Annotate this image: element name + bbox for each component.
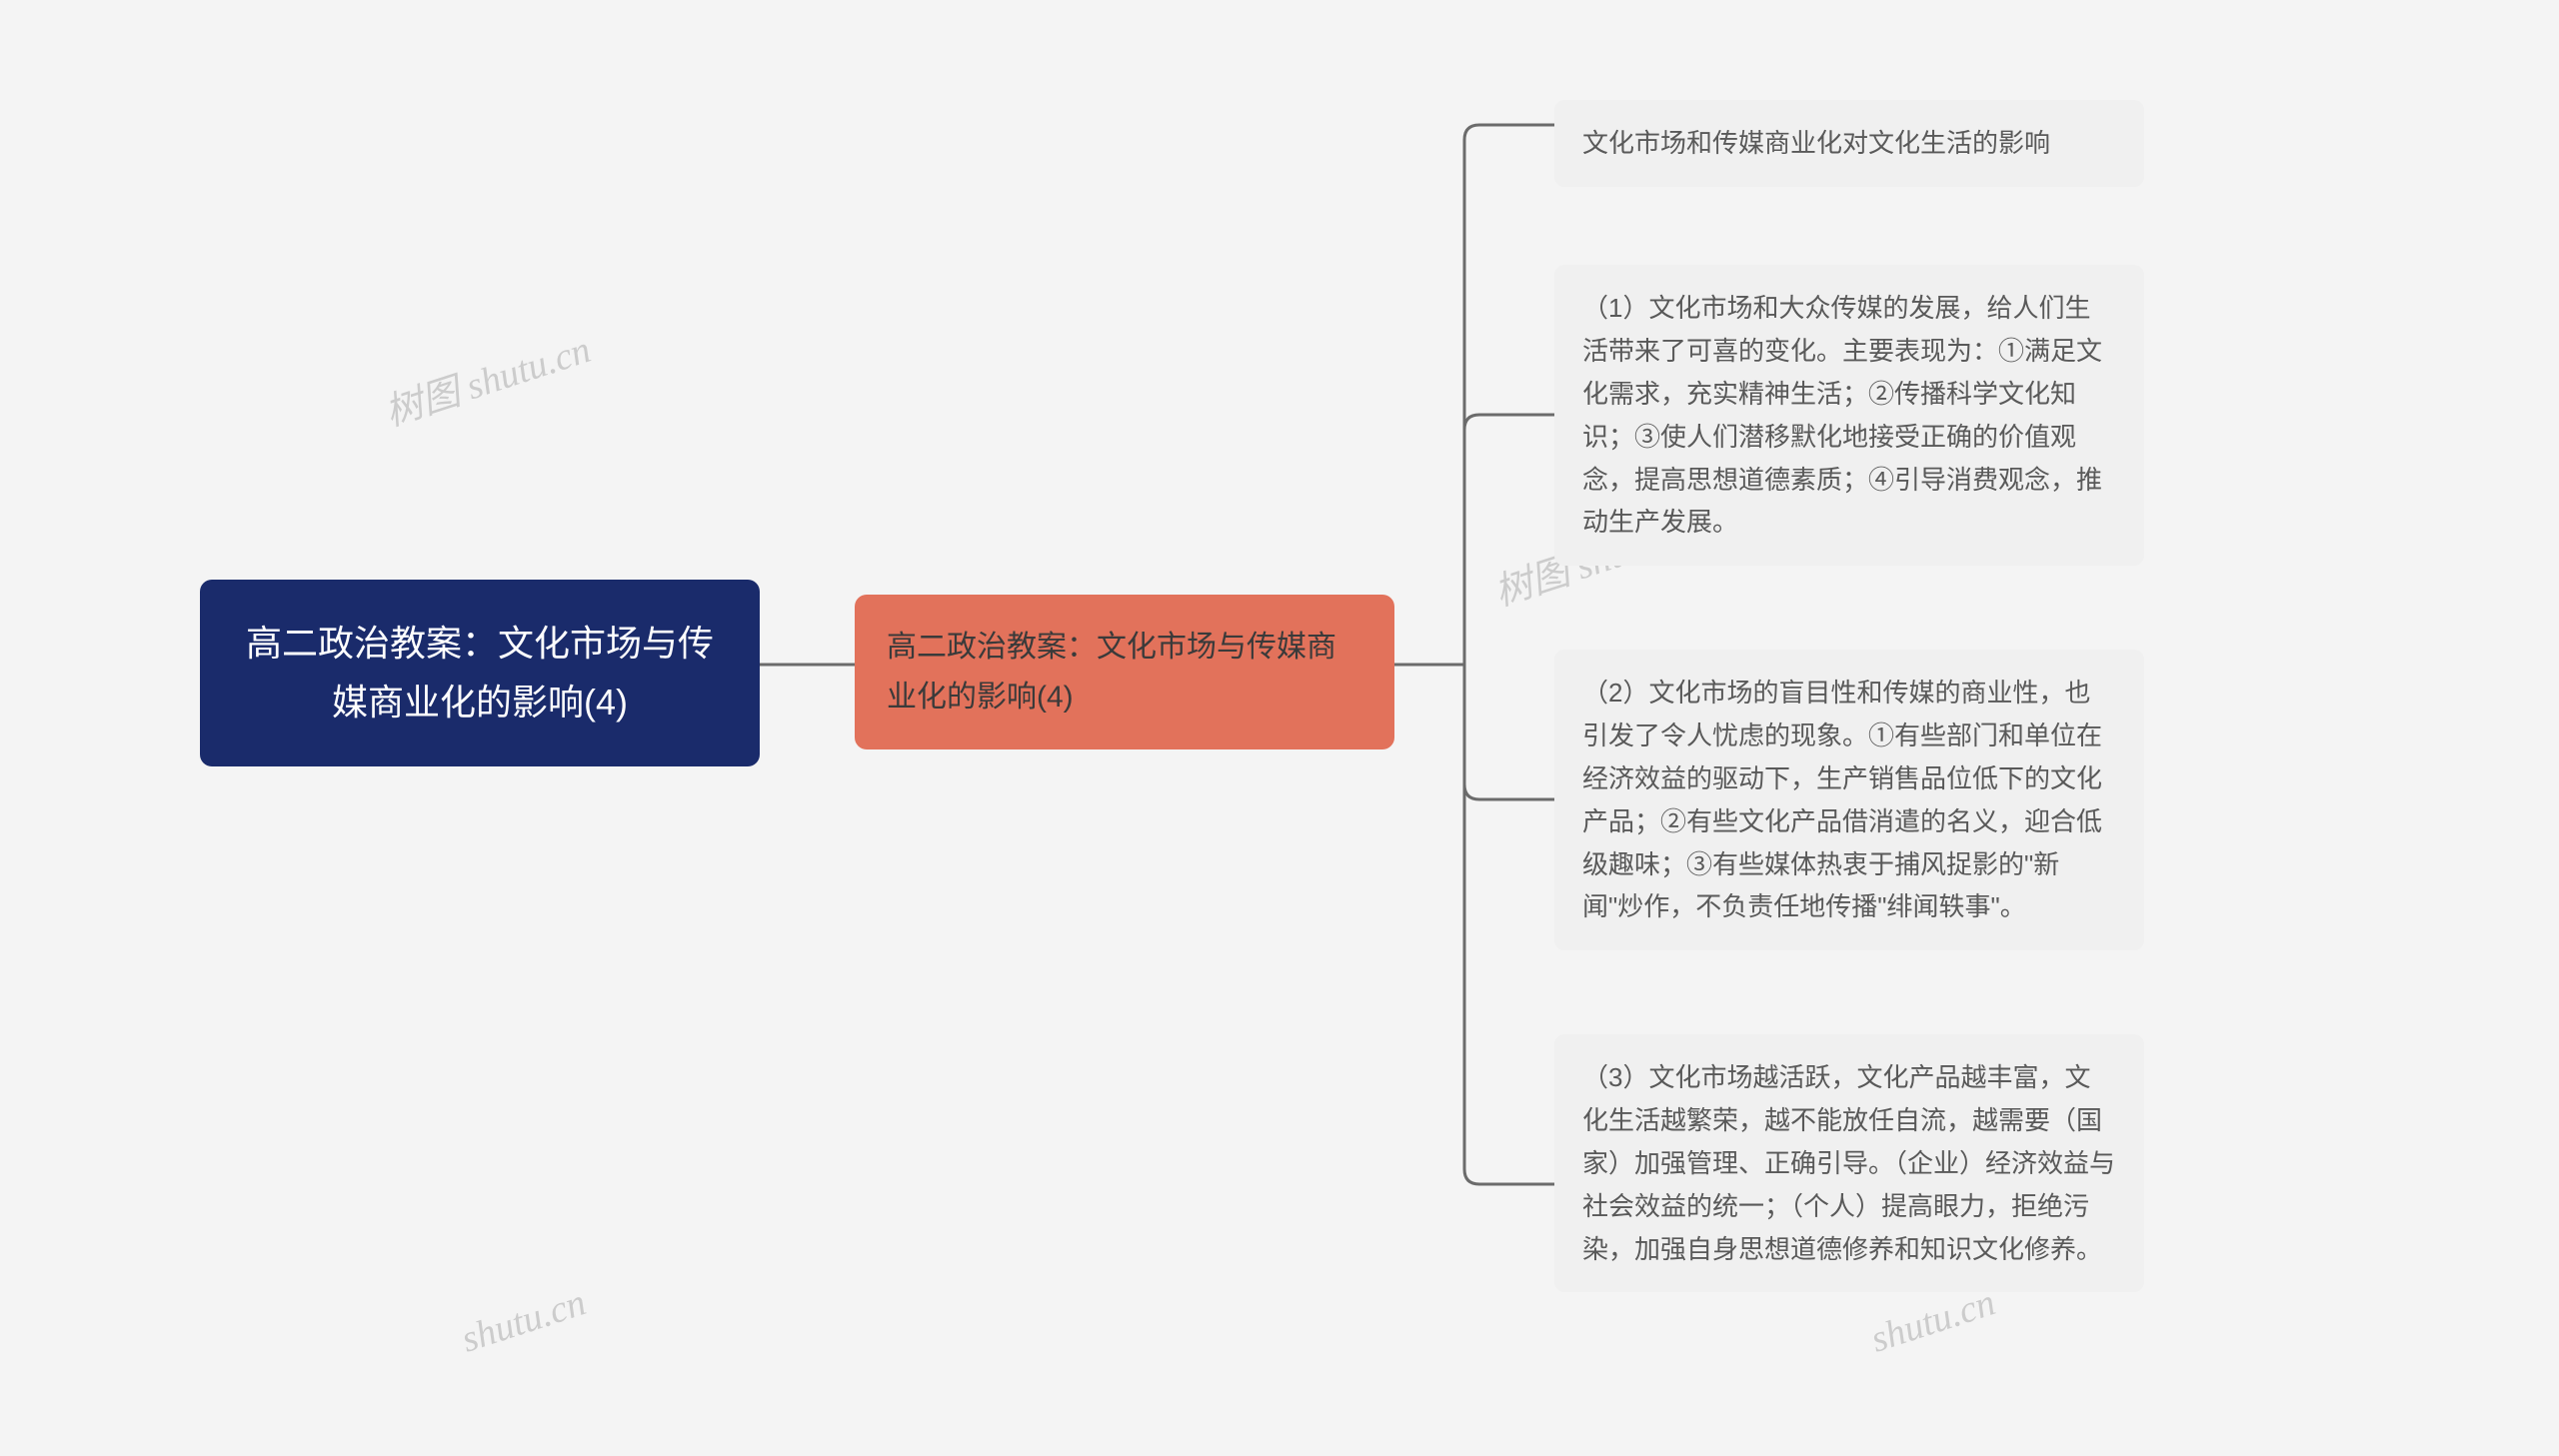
- leaf-node-3-text: （3）文化市场越活跃，文化产品越丰富，文化生活越繁荣，越不能放任自流，越需要（国…: [1582, 1062, 2115, 1264]
- leaf-node-3[interactable]: （3）文化市场越活跃，文化产品越丰富，文化生活越繁荣，越不能放任自流，越需要（国…: [1554, 1034, 2144, 1292]
- root-node[interactable]: 高二政治教案：文化市场与传媒商业化的影响(4): [200, 580, 760, 766]
- mindmap-canvas: 树图 shutu.cn 树图 shutu.cn shutu.cn shutu.c…: [0, 0, 2559, 1456]
- level1-node-text: 高二政治教案：文化市场与传媒商业化的影响(4): [887, 631, 1336, 714]
- connector-l1-leaf3: [1394, 665, 1554, 1184]
- leaf-node-1[interactable]: （1）文化市场和大众传媒的发展，给人们生活带来了可喜的变化。主要表现为：①满足文…: [1554, 265, 2144, 566]
- connector-l1-leaf1: [1394, 415, 1554, 665]
- leaf-node-0[interactable]: 文化市场和传媒商业化对文化生活的影响: [1554, 100, 2144, 187]
- leaf-node-0-text: 文化市场和传媒商业化对文化生活的影响: [1582, 128, 2050, 158]
- leaf-node-2[interactable]: （2）文化市场的盲目性和传媒的商业性，也引发了令人忧虑的现象。①有些部门和单位在…: [1554, 650, 2144, 950]
- watermark-2: shutu.cn: [456, 1280, 591, 1361]
- connector-l1-leaf2: [1394, 665, 1554, 799]
- leaf-node-2-text: （2）文化市场的盲目性和传媒的商业性，也引发了令人忧虑的现象。①有些部门和单位在…: [1582, 678, 2102, 921]
- watermark-0: 树图 shutu.cn: [377, 318, 597, 436]
- connector-l1-leaf0: [1394, 125, 1554, 665]
- root-node-text: 高二政治教案：文化市场与传媒商业化的影响(4): [246, 623, 714, 723]
- level1-node[interactable]: 高二政治教案：文化市场与传媒商业化的影响(4): [855, 595, 1394, 749]
- leaf-node-1-text: （1）文化市场和大众传媒的发展，给人们生活带来了可喜的变化。主要表现为：①满足文…: [1582, 293, 2102, 537]
- watermark-3: shutu.cn: [1865, 1280, 2000, 1361]
